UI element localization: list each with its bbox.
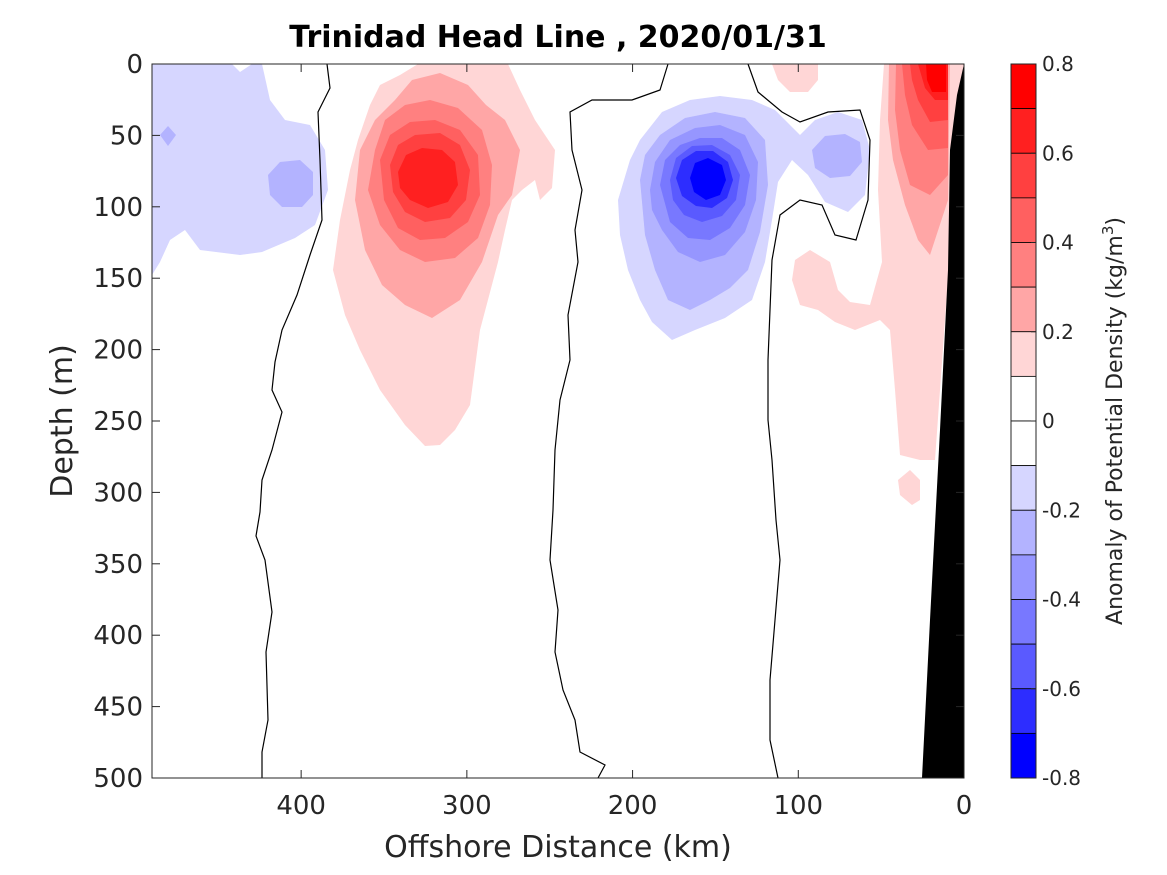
colorbar-swatch bbox=[1010, 242, 1037, 288]
colorbar-swatch bbox=[1010, 465, 1037, 511]
chart-title: Trinidad Head Line , 2020/01/31 bbox=[289, 20, 826, 55]
x-axis: 400 300 200 100 0 bbox=[276, 64, 972, 821]
y-axis-title: Depth (m) bbox=[45, 344, 80, 498]
zero-contours bbox=[255, 63, 871, 779]
negative-eddy-core bbox=[690, 158, 726, 200]
colorbar bbox=[1010, 63, 1037, 779]
x-tick-label: 300 bbox=[442, 791, 492, 821]
shelf-negative-patch bbox=[812, 134, 862, 178]
colorbar-tick-label: 0.2 bbox=[1042, 320, 1074, 344]
y-tick-label: 400 bbox=[93, 621, 143, 651]
colorbar-tick-label: 0.6 bbox=[1042, 141, 1074, 165]
y-axis: 0 50 100 150 200 250 300 350 400 450 500 bbox=[93, 50, 964, 794]
y-tick-label: 250 bbox=[93, 407, 143, 437]
colorbar-tick-label: -0.6 bbox=[1042, 677, 1081, 701]
offshore-negative-spot bbox=[160, 126, 176, 146]
colorbar-tick-label: 0 bbox=[1042, 409, 1055, 433]
colorbar-swatch bbox=[1010, 688, 1037, 734]
colorbar-swatch bbox=[1010, 554, 1037, 600]
plot-area bbox=[151, 63, 965, 779]
colorbar-swatch bbox=[1010, 643, 1037, 690]
colorbar-title-exponent: 3 bbox=[1099, 226, 1117, 236]
zero-contour-line bbox=[549, 63, 669, 779]
colorbar-swatch bbox=[1010, 108, 1037, 154]
colorbar-tick-label: 0.8 bbox=[1042, 52, 1074, 76]
y-tick-label: 100 bbox=[93, 193, 143, 223]
x-tick-label: 0 bbox=[956, 791, 973, 821]
colorbar-swatch bbox=[1010, 732, 1037, 779]
colorbar-swatch bbox=[1010, 509, 1037, 556]
x-tick-label: 100 bbox=[773, 791, 823, 821]
zero-contour-line bbox=[747, 63, 871, 779]
zero-contour-line bbox=[255, 63, 331, 778]
colorbar-tick-label: -0.4 bbox=[1042, 588, 1081, 612]
y-tick-label: 200 bbox=[93, 336, 143, 366]
y-tick-label: 500 bbox=[93, 764, 143, 794]
positive-eddy-level-6 bbox=[398, 148, 458, 208]
y-tick-label: 350 bbox=[93, 550, 143, 580]
seafloor-mask bbox=[922, 64, 964, 778]
colorbar-swatch bbox=[1010, 331, 1037, 377]
nearshore-positive-spot bbox=[898, 470, 920, 505]
y-tick-label: 0 bbox=[126, 50, 143, 80]
colorbar-swatch bbox=[1010, 152, 1037, 199]
colorbar-tick-label: -0.8 bbox=[1042, 766, 1081, 790]
y-tick-label: 150 bbox=[93, 264, 143, 294]
colorbar-swatch bbox=[1010, 375, 1037, 422]
colorbar-swatch bbox=[1010, 286, 1037, 333]
colorbar-swatch bbox=[1010, 599, 1037, 645]
colorbar-swatch bbox=[1010, 63, 1037, 110]
nearshore-positive-core bbox=[926, 64, 946, 92]
y-tick-label: 450 bbox=[93, 693, 143, 723]
x-tick-label: 200 bbox=[608, 791, 658, 821]
y-tick-label: 300 bbox=[93, 478, 143, 508]
surface-positive-patch bbox=[772, 64, 818, 92]
colorbar-tick-label: -0.2 bbox=[1042, 498, 1081, 522]
x-axis-title: Offshore Distance (km) bbox=[384, 830, 732, 865]
x-tick-label: 400 bbox=[276, 791, 326, 821]
colorbar-title: Anomaly of Potential Density (kg/m3) bbox=[1099, 217, 1128, 625]
offshore-negative-region bbox=[152, 64, 328, 275]
y-tick-label: 50 bbox=[110, 121, 143, 151]
colorbar-tick-label: 0.4 bbox=[1042, 231, 1074, 255]
colorbar-swatch bbox=[1010, 197, 1037, 243]
colorbar-ticks: 0.8 0.6 0.4 0.2 0 -0.2 -0.4 -0.6 -0.8 bbox=[1031, 52, 1081, 790]
colorbar-swatch bbox=[1010, 420, 1037, 467]
offshore-negative-patch bbox=[268, 160, 313, 207]
